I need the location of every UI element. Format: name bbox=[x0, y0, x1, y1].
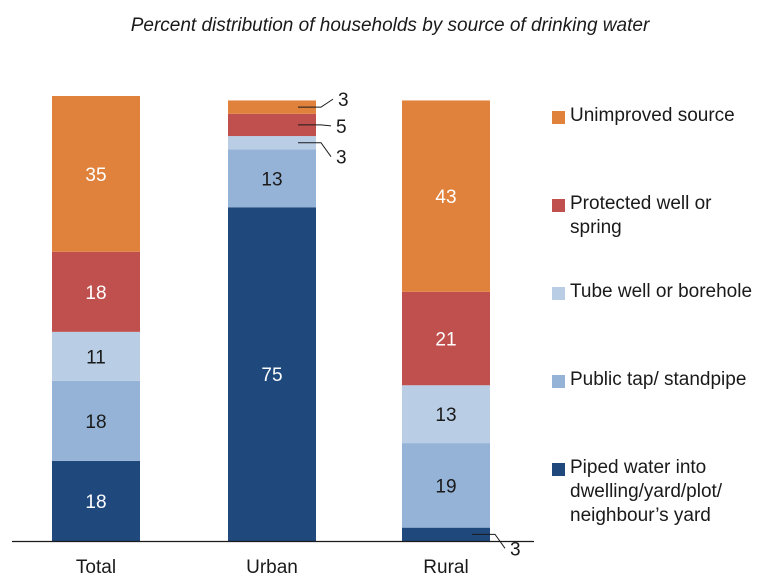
data-label: 13 bbox=[261, 169, 282, 190]
bar-segment bbox=[52, 380, 140, 461]
data-label: 18 bbox=[85, 283, 106, 304]
bar-segment bbox=[228, 136, 316, 150]
legend-label: Piped water into dwelling/yard/plot/ nei… bbox=[570, 457, 723, 526]
data-label: 21 bbox=[435, 330, 456, 351]
legend-label: Public tap/ standpipe bbox=[570, 369, 747, 390]
legend-swatch bbox=[552, 463, 565, 476]
bar-segment bbox=[52, 251, 140, 332]
bar-segment bbox=[228, 149, 316, 208]
bar-segment bbox=[228, 100, 316, 114]
legend-label: Unimproved source bbox=[570, 105, 735, 126]
bar-segment bbox=[228, 113, 316, 137]
data-label: 3 bbox=[338, 90, 349, 111]
legend-swatch bbox=[552, 199, 565, 212]
chart-title: Percent distribution of households by so… bbox=[130, 15, 650, 36]
data-label: 11 bbox=[86, 347, 106, 368]
data-label-leader bbox=[298, 124, 332, 127]
bar-segment bbox=[402, 443, 490, 528]
bar-segment bbox=[402, 385, 490, 444]
data-label: 13 bbox=[435, 405, 456, 426]
data-label: 18 bbox=[85, 492, 106, 513]
data-label-leader bbox=[298, 98, 334, 108]
legend-label: Tube well or borehole bbox=[570, 281, 753, 302]
bar-segment bbox=[402, 100, 490, 292]
legend-label: Protected well or spring bbox=[570, 193, 712, 238]
legend-swatch bbox=[552, 111, 565, 124]
legend-swatch bbox=[552, 375, 565, 388]
data-label: 19 bbox=[435, 476, 456, 497]
bar-segment bbox=[52, 331, 140, 381]
bar-segment bbox=[52, 96, 140, 252]
data-label: 35 bbox=[85, 165, 106, 186]
bar-segment bbox=[402, 527, 490, 541]
data-label: 3 bbox=[336, 148, 347, 169]
bar-segment bbox=[402, 291, 490, 386]
data-label: 75 bbox=[261, 365, 282, 386]
x-tick-label: Rural bbox=[423, 557, 468, 578]
bar-segment bbox=[228, 207, 316, 541]
data-label: 18 bbox=[85, 412, 106, 433]
data-label-leader bbox=[298, 142, 332, 158]
bar-segment bbox=[52, 460, 140, 541]
data-label-leader bbox=[472, 533, 506, 549]
data-label: 43 bbox=[435, 187, 456, 208]
legend-swatch bbox=[552, 287, 565, 300]
x-tick-label: Urban bbox=[246, 557, 298, 578]
data-label: 5 bbox=[336, 117, 347, 138]
data-label: 3 bbox=[510, 539, 521, 560]
x-tick-label: Total bbox=[76, 557, 116, 578]
